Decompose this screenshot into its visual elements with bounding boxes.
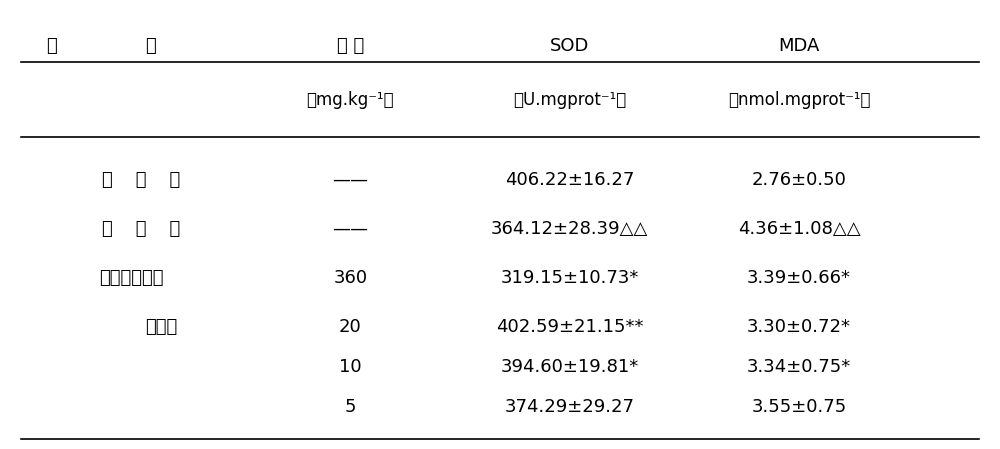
Text: 394.60±19.81*: 394.60±19.81*	[501, 358, 639, 376]
Text: 406.22±16.27: 406.22±16.27	[505, 171, 634, 189]
Text: 10: 10	[339, 358, 362, 376]
Text: （U.mgprot⁻¹）: （U.mgprot⁻¹）	[513, 91, 626, 109]
Text: （nmol.mgprot⁻¹）: （nmol.mgprot⁻¹）	[728, 91, 870, 109]
Text: 364.12±28.39△△: 364.12±28.39△△	[491, 220, 648, 238]
Text: 3.55±0.75: 3.55±0.75	[752, 398, 847, 417]
Text: 5: 5	[345, 398, 356, 417]
Text: 灌肠剂: 灌肠剂	[145, 318, 177, 336]
Text: 剂 量: 剂 量	[337, 37, 364, 55]
Text: 374.29±29.27: 374.29±29.27	[505, 398, 635, 417]
Text: （mg.kg⁻¹）: （mg.kg⁻¹）	[307, 91, 394, 109]
Text: 319.15±10.73*: 319.15±10.73*	[501, 269, 639, 287]
Text: 4.36±1.08△△: 4.36±1.08△△	[738, 220, 860, 238]
Text: 3.34±0.75*: 3.34±0.75*	[747, 358, 851, 376]
Text: SOD: SOD	[550, 37, 589, 55]
Text: 柳氮磺胺吡啶: 柳氮磺胺吡啶	[99, 269, 163, 287]
Text: 402.59±21.15**: 402.59±21.15**	[496, 318, 644, 336]
Text: 2.76±0.50: 2.76±0.50	[752, 171, 847, 189]
Text: 模    型    组: 模 型 组	[102, 220, 180, 238]
Text: 360: 360	[333, 269, 367, 287]
Text: ——: ——	[332, 220, 368, 238]
Text: 20: 20	[339, 318, 362, 336]
Text: 3.39±0.66*: 3.39±0.66*	[747, 269, 851, 287]
Text: MDA: MDA	[778, 37, 820, 55]
Text: 3.30±0.72*: 3.30±0.72*	[747, 318, 851, 336]
Text: 组: 组	[46, 37, 57, 55]
Text: 对    照    组: 对 照 组	[102, 171, 180, 189]
Text: ——: ——	[332, 171, 368, 189]
Text: 别: 别	[146, 37, 156, 55]
